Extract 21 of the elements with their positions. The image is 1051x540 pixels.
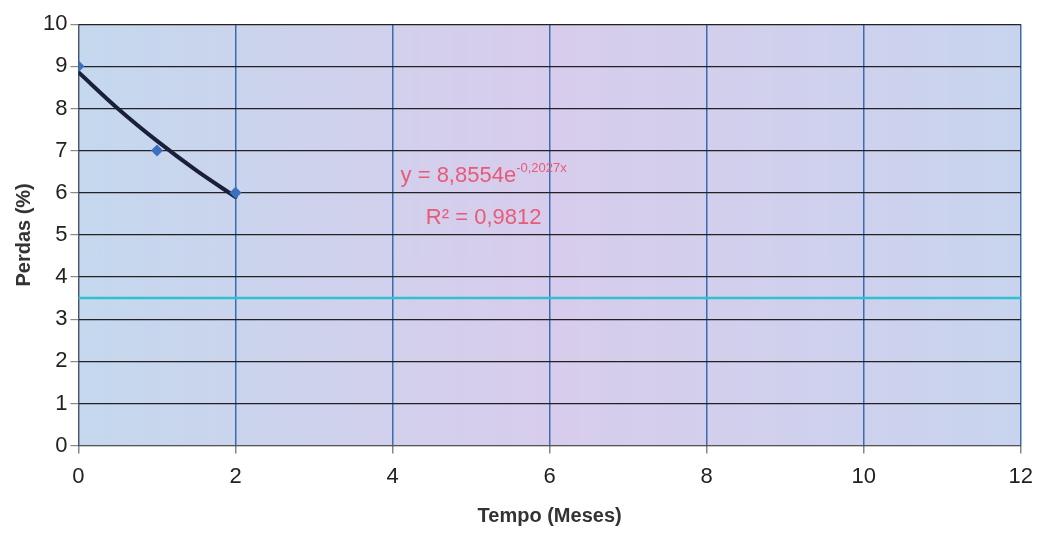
- x-tick-label: 0: [72, 462, 85, 488]
- y-tick-label: 6: [55, 178, 68, 204]
- y-axis-title: Perdas (%): [11, 183, 34, 287]
- x-tick-label: 4: [386, 462, 399, 488]
- y-tick-label: 3: [55, 305, 68, 331]
- x-tick-label: 6: [543, 462, 556, 488]
- y-tick-label: 5: [55, 220, 68, 246]
- y-tick-label: 1: [55, 389, 68, 415]
- x-tick-label: 10: [851, 462, 876, 488]
- y-tick-label: 10: [42, 10, 68, 36]
- y-tick-label: 2: [55, 347, 68, 373]
- y-tick-label: 4: [55, 263, 68, 289]
- y-tick-label: 8: [55, 94, 68, 120]
- x-tick-label: 12: [1008, 462, 1034, 488]
- x-tick-label: 2: [229, 462, 242, 488]
- x-axis-title: Tempo (Meses): [477, 503, 622, 526]
- annotation: R² = 0,9812: [425, 204, 542, 230]
- y-tick-label: 9: [55, 52, 68, 78]
- y-tick-label: 7: [55, 136, 68, 162]
- x-tick-label: 8: [700, 462, 713, 488]
- y-tick-label: 0: [55, 431, 68, 457]
